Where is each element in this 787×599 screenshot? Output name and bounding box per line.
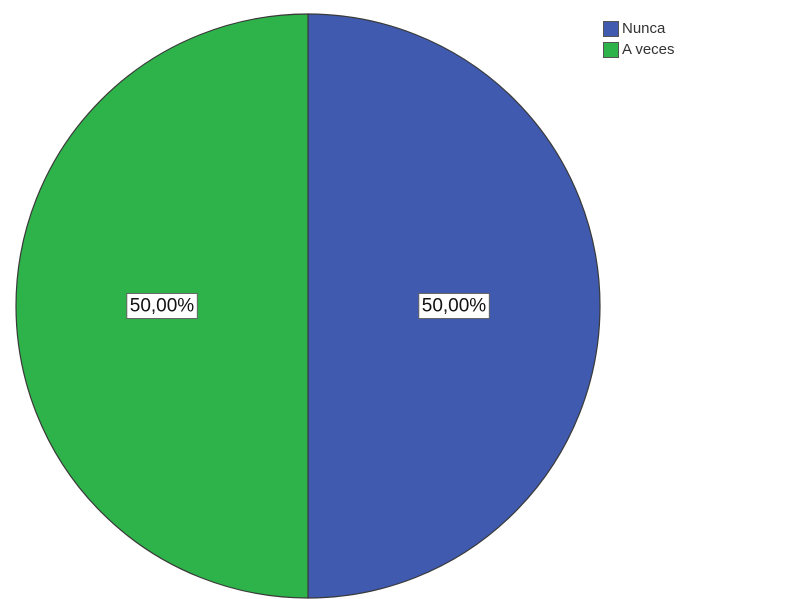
legend-label-a-veces: A veces: [622, 41, 675, 58]
legend-item-a-veces: A veces: [603, 39, 753, 60]
legend-label-nunca: Nunca: [622, 20, 666, 37]
data-label-nunca: 50,00%: [418, 293, 490, 319]
data-label-text-nunca: 50,00%: [422, 296, 487, 317]
legend-item-nunca: Nunca: [603, 18, 753, 39]
data-label-box-a-veces: [126, 293, 198, 319]
legend-swatch-nunca: [603, 20, 619, 37]
data-label-text-a-veces: 50,00%: [130, 296, 195, 317]
legend-swatch-a-veces: [603, 41, 619, 58]
data-label-a-veces: 50,00%: [126, 293, 198, 319]
pie-slices: [15, 13, 601, 599]
legend: Nunca A veces: [603, 18, 753, 60]
pie-data-labels: 50,00% 50,00%: [126, 293, 490, 319]
data-label-box-nunca: [418, 293, 490, 319]
